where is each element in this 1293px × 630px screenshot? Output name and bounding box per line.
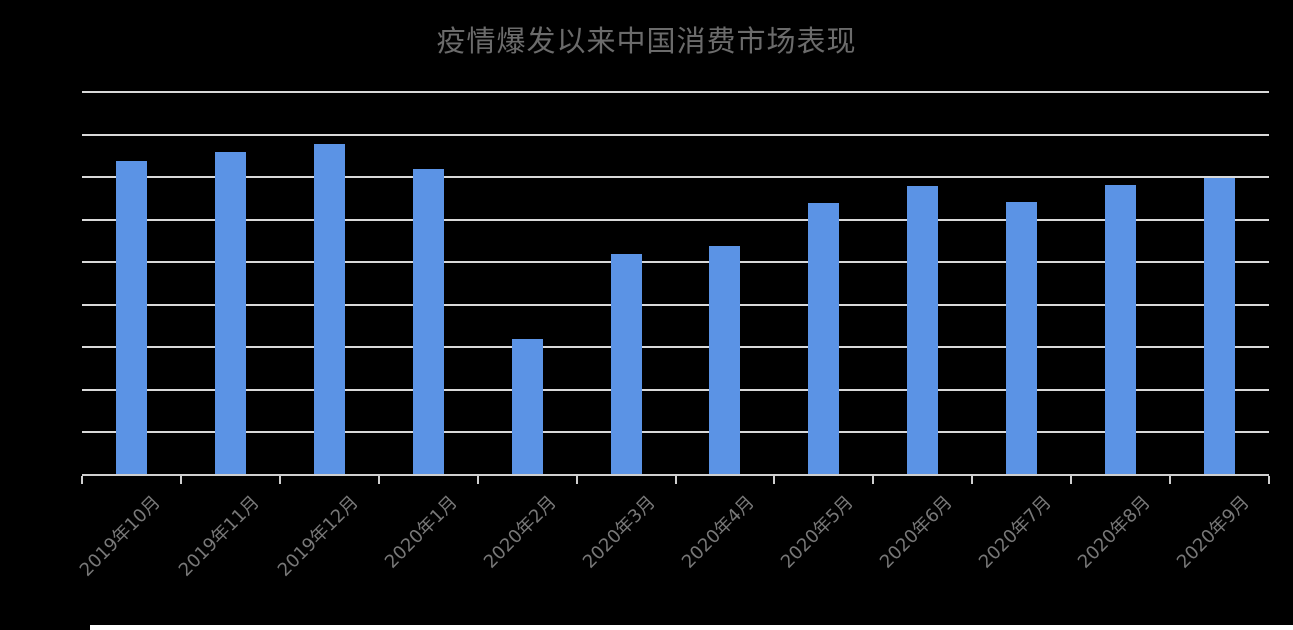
x-axis-tick bbox=[1169, 476, 1172, 484]
bar-2020年5月 bbox=[808, 202, 840, 475]
gridline bbox=[82, 176, 1269, 179]
bar-2020年4月 bbox=[709, 245, 741, 475]
bar-2020年8月 bbox=[1105, 185, 1137, 475]
bar-2019年10月 bbox=[115, 160, 147, 475]
x-axis-tick bbox=[674, 476, 677, 484]
x-axis-tick bbox=[773, 476, 776, 484]
bar-2020年6月 bbox=[907, 185, 939, 475]
bar-2020年1月 bbox=[412, 169, 444, 475]
gridline bbox=[82, 388, 1269, 391]
bar-2020年7月 bbox=[1006, 202, 1038, 475]
bar-2020年9月 bbox=[1204, 177, 1236, 475]
gridline bbox=[82, 261, 1269, 264]
bar-2020年3月 bbox=[610, 253, 642, 475]
x-axis-tick bbox=[476, 476, 479, 484]
gridline bbox=[82, 346, 1269, 349]
x-axis-tick bbox=[1070, 476, 1073, 484]
gridline bbox=[82, 133, 1269, 136]
x-axis-line bbox=[82, 474, 1269, 476]
x-axis-tick bbox=[872, 476, 875, 484]
x-axis-tick bbox=[278, 476, 281, 484]
gridline bbox=[82, 91, 1269, 93]
bar-2019年11月 bbox=[214, 151, 246, 475]
bottom-edge-strip bbox=[90, 625, 1293, 630]
gridline bbox=[82, 431, 1269, 434]
gridline bbox=[82, 303, 1269, 306]
chart-title: 疫情爆发以来中国消费市场表现 bbox=[436, 24, 857, 58]
bar-2019年12月 bbox=[313, 143, 345, 475]
x-axis-tick bbox=[1268, 476, 1270, 484]
x-axis-tick bbox=[575, 476, 578, 484]
gridline bbox=[82, 218, 1269, 221]
x-axis-tick bbox=[971, 476, 974, 484]
x-axis-tick bbox=[81, 476, 83, 484]
x-axis-tick bbox=[377, 476, 380, 484]
bar-2020年2月 bbox=[511, 339, 543, 475]
x-axis-tick bbox=[179, 476, 182, 484]
